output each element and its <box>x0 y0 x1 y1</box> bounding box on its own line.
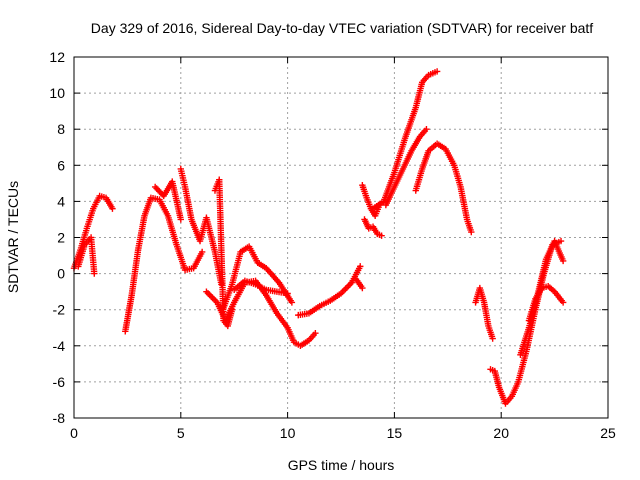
data-point <box>312 329 319 337</box>
series-arc-11 <box>352 275 366 292</box>
y-tick-label: 8 <box>57 121 65 137</box>
x-tick-label: 25 <box>600 425 616 441</box>
data-point <box>198 248 206 256</box>
series-arc-4 <box>151 178 184 223</box>
series-arc-17 <box>472 284 496 342</box>
x-tick-label: 15 <box>387 425 403 441</box>
y-tick-label: -8 <box>53 410 66 426</box>
y-tick-label: 4 <box>57 193 65 209</box>
series-arc-12 <box>359 181 383 220</box>
series-arc-14 <box>369 68 441 212</box>
data-point <box>218 281 225 288</box>
y-tick-label: 2 <box>57 230 65 246</box>
data-point <box>284 290 291 297</box>
data-point <box>559 299 567 306</box>
data-point <box>489 335 496 342</box>
x-tick-label: 5 <box>177 425 185 441</box>
data-point <box>378 232 385 239</box>
y-tick-label: 12 <box>49 49 65 65</box>
series-arc-19 <box>517 237 567 359</box>
data-point <box>557 237 565 245</box>
series-arc-2 <box>75 234 98 277</box>
series-arc-10 <box>295 263 364 319</box>
series-arc-3 <box>122 194 206 335</box>
series-arc-9 <box>231 277 291 297</box>
x-tick-label: 20 <box>493 425 509 441</box>
x-tick-label: 10 <box>280 425 296 441</box>
grid-layer <box>74 57 608 418</box>
axis-ticks: 0 5 10 15 20 25 -8 -6 -4 -2 0 2 4 6 8 10 12 <box>49 49 616 441</box>
data-point <box>423 126 430 133</box>
data-point <box>288 299 296 306</box>
y-tick-label: -6 <box>53 374 66 390</box>
series-arc-8 <box>220 243 296 312</box>
y-tick-label: 10 <box>49 85 65 101</box>
data-point <box>359 284 366 292</box>
data-point <box>468 228 475 236</box>
data-point <box>109 205 116 212</box>
data-point <box>357 263 364 270</box>
chart-title: Day 329 of 2016, Sidereal Day-to-day VTE… <box>91 20 594 36</box>
x-axis-label: GPS time / hours <box>288 457 395 473</box>
y-tick-label: -2 <box>53 302 66 318</box>
data-point <box>91 270 98 277</box>
data-point <box>177 216 184 223</box>
data-point <box>433 68 441 75</box>
series-arc-15 <box>382 126 430 209</box>
y-tick-label: 0 <box>57 266 65 282</box>
series-arc-16 <box>412 140 475 236</box>
y-tick-label: -4 <box>53 338 66 354</box>
series-arc-20 <box>525 283 567 324</box>
data-point <box>559 257 567 265</box>
y-axis-label: SDTVAR / TECUs <box>5 181 21 293</box>
series-arc-13 <box>361 216 385 239</box>
x-tick-label: 0 <box>70 425 78 441</box>
y-tick-label: 6 <box>57 157 65 173</box>
data-points <box>70 68 567 407</box>
